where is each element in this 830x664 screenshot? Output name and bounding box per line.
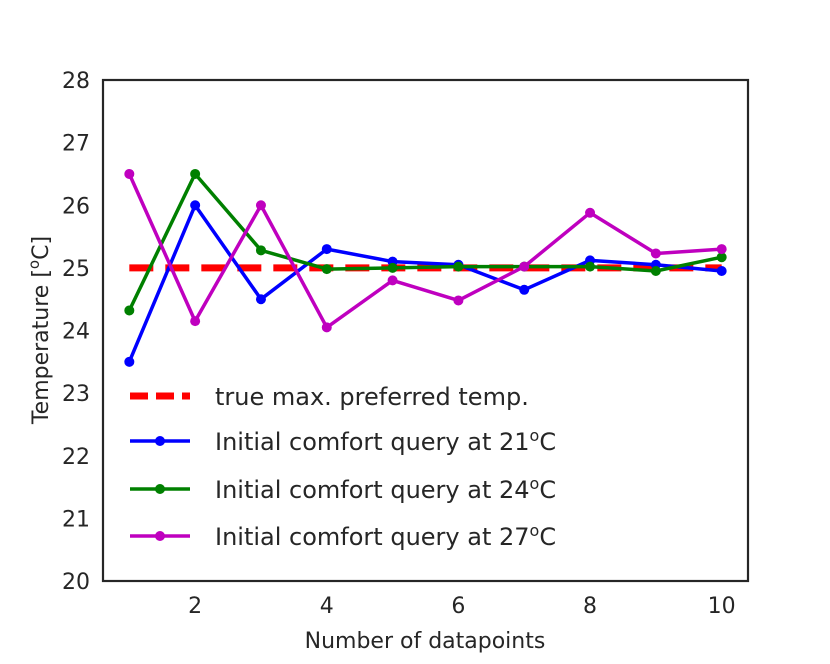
y-tick-label: 24 xyxy=(62,320,90,345)
series-line-0 xyxy=(127,203,722,363)
series-2-point-8 xyxy=(585,207,596,218)
series-0-point-7 xyxy=(519,284,530,295)
x-tick-label: 6 xyxy=(451,594,465,619)
series-line-2 xyxy=(127,173,722,330)
series-1-point-6 xyxy=(453,261,464,272)
series-0-point-4 xyxy=(321,244,332,255)
series-1-point-4 xyxy=(321,264,332,275)
series-2-point-9 xyxy=(650,248,661,259)
y-tick-label: 26 xyxy=(62,194,90,219)
y-tick-label: 25 xyxy=(62,257,90,282)
series-0-point-1 xyxy=(124,356,135,367)
y-axis-label: Temperature [oC] xyxy=(25,236,54,425)
x-tick-label: 8 xyxy=(583,594,597,619)
x-tick-label: 4 xyxy=(320,594,334,619)
x-tick-label: 2 xyxy=(188,594,202,619)
series-2-point-7 xyxy=(519,261,530,272)
y-tick-label: 23 xyxy=(62,382,90,407)
plot-area-frame xyxy=(101,78,750,583)
series-1-point-5 xyxy=(387,262,398,273)
legend-label-reference: true max. preferred temp. xyxy=(215,383,529,411)
series-2-point-2 xyxy=(190,316,201,327)
series-2-point-5 xyxy=(387,275,398,286)
plot-content xyxy=(124,168,727,367)
series-1-point-1 xyxy=(124,305,135,316)
legend-marker-21 xyxy=(155,436,165,446)
series-1-point-3 xyxy=(255,245,266,256)
series-0-point-2 xyxy=(190,200,201,211)
legend-label-24: Initial comfort query at 24oC xyxy=(215,474,556,505)
y-tick-label: 21 xyxy=(62,507,90,532)
x-axis-label: Number of datapoints xyxy=(305,629,546,654)
legend-label-27: Initial comfort query at 27oC xyxy=(215,521,556,552)
y-tick-label: 22 xyxy=(62,445,90,470)
series-1-point-8 xyxy=(585,261,596,272)
series-1-point-9 xyxy=(650,266,661,277)
legend: true max. preferred temp. Initial comfor… xyxy=(130,383,556,551)
series-1-point-10 xyxy=(716,252,727,263)
series-2-point-1 xyxy=(124,168,135,179)
series-2-point-10 xyxy=(716,244,727,255)
series-line-1 xyxy=(127,172,723,312)
y-tick-label: 27 xyxy=(62,132,90,157)
series-0-point-10 xyxy=(716,266,727,277)
legend-marker-24 xyxy=(155,484,165,494)
legend-marker-27 xyxy=(155,531,165,541)
series-0-point-3 xyxy=(255,294,266,305)
y-tick-label: 28 xyxy=(62,69,90,94)
series-2-point-3 xyxy=(255,200,266,211)
y-tick-label: 20 xyxy=(62,570,90,595)
x-tick-label: 10 xyxy=(708,594,736,619)
legend-label-21: Initial comfort query at 21oC xyxy=(215,426,556,457)
series-2-point-4 xyxy=(321,322,332,333)
series-2-point-6 xyxy=(453,295,464,306)
series-1-point-2 xyxy=(190,168,201,179)
